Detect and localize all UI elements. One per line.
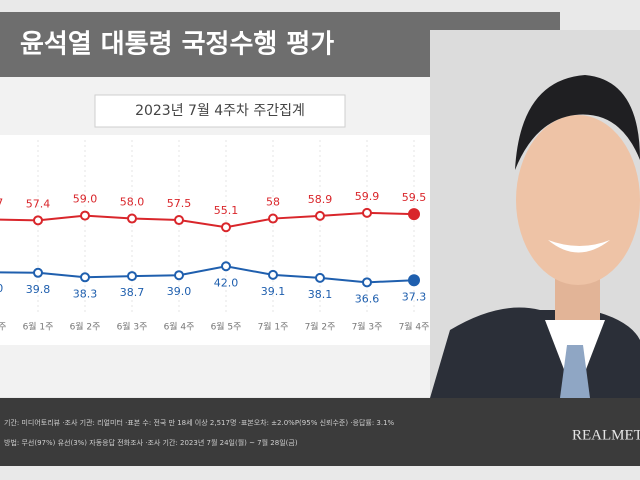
chart-subtitle: 2023년 7월 4주차 주간집계: [135, 103, 305, 119]
x-tick-label: 6월 5주: [211, 321, 242, 333]
data-point: [174, 270, 184, 281]
data-point: [127, 213, 137, 224]
data-label: 39.8: [26, 283, 51, 296]
data-label: 55.1: [214, 204, 239, 217]
data-point: [362, 277, 372, 288]
x-tick-label: 7월 2주: [305, 321, 336, 333]
x-tick-label: 6월 2주: [70, 321, 101, 333]
footer-band: [560, 398, 640, 466]
data-label: 57.5: [167, 197, 192, 210]
data-label: 57.7: [0, 196, 3, 209]
data-label: 37.3: [402, 290, 427, 303]
portrait: [430, 30, 640, 398]
data-point: [33, 267, 43, 278]
data-point: [362, 207, 372, 218]
data-point: [174, 215, 184, 226]
x-tick-label: 5월 4주: [0, 321, 6, 333]
data-label: 59.0: [73, 193, 98, 206]
x-tick-label: 7월 1주: [258, 321, 289, 333]
data-point: [221, 222, 231, 233]
data-label: 36.6: [355, 292, 380, 305]
data-label: 59.9: [355, 190, 380, 203]
footer-band: [0, 398, 560, 466]
data-point: [268, 213, 278, 224]
series-line: [0, 265, 415, 284]
data-label: 39.0: [167, 285, 192, 298]
data-label: 57.4: [26, 197, 51, 210]
data-label: 42.0: [214, 276, 239, 289]
footnote: 기간: 미디어토리뷰 ·조사 기관: 리얼미터 ·표본 수: 전국 만 18세 …: [4, 418, 395, 427]
data-point: [268, 269, 278, 280]
data-label: 58: [266, 196, 280, 209]
logo: REALMETER: [572, 427, 640, 443]
data-label: 38.7: [120, 286, 145, 299]
x-tick-label: 6월 1주: [23, 321, 54, 333]
data-point: [221, 261, 231, 272]
x-tick-label: 7월 3주: [352, 321, 383, 333]
data-label: 58.0: [120, 196, 145, 209]
x-tick-label: 6월 3주: [117, 321, 148, 333]
data-point: [80, 272, 90, 283]
data-point: [408, 208, 420, 221]
data-label: 40.0: [0, 282, 3, 295]
x-tick-label: 6월 4주: [164, 321, 195, 333]
plot-area: [0, 135, 440, 345]
data-label: 58.9: [308, 193, 333, 206]
chart-title: 윤석열 대통령 국정수행 평가: [20, 30, 334, 60]
data-label: 38.1: [308, 288, 333, 301]
data-point: [33, 215, 43, 226]
x-tick-label: 7월 4주: [399, 321, 430, 333]
data-point: [315, 272, 325, 283]
data-point: [127, 271, 137, 282]
data-point: [315, 210, 325, 221]
subtitle-box: [94, 94, 346, 128]
data-label: 39.1: [261, 285, 286, 298]
series-line: [0, 211, 415, 229]
data-label: 59.5: [402, 191, 427, 204]
data-point: [408, 274, 420, 287]
data-label: 38.3: [73, 287, 98, 300]
footnote: 방법: 무선(97%) 유선(3%) 자동응답 전화조사 ·조사 기간: 202…: [4, 438, 298, 447]
data-point: [80, 210, 90, 221]
